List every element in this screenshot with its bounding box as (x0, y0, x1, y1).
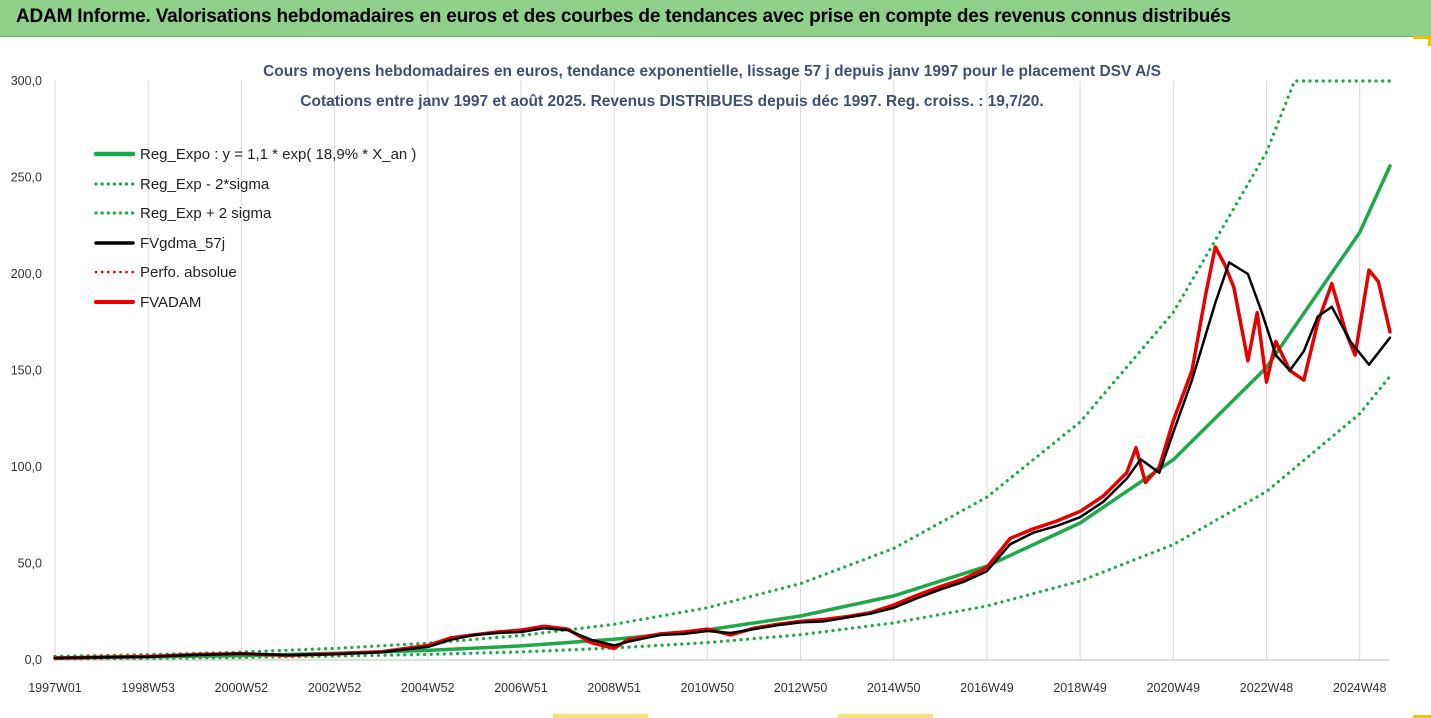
y-tick-label: 50,0 (18, 557, 42, 571)
x-tick-label: 2020W49 (1147, 681, 1201, 695)
series-line (53, 245, 1392, 660)
x-axis-ticks: 1997W01 1998W53 2000W52 2002W52 2004W52 2006W… (28, 681, 1386, 695)
y-tick-label: 300,0 (11, 74, 42, 88)
y-tick-label: 150,0 (11, 364, 42, 378)
series-lines (53, 79, 1392, 661)
x-tick-label: 1998W53 (121, 681, 175, 695)
x-tick-label: 2018W49 (1053, 681, 1107, 695)
x-tick-label: 2014W50 (867, 681, 921, 695)
legend: Reg_Expo : y = 1,1 * exp( 18,9% * X_an )… (93, 146, 416, 311)
report-title: ADAM Informe. Valorisations hebdomadaire… (16, 6, 1231, 27)
y-tick-label: 200,0 (11, 267, 42, 281)
corner-mark (553, 714, 648, 718)
chart-subtitle: Cotations entre janv 1997 et août 2025. … (300, 93, 1043, 110)
series-line (53, 261, 1392, 660)
grid-lines (54, 81, 1361, 660)
legend-label: Reg_Exp + 2 sigma (140, 205, 272, 222)
x-tick-label: 2004W52 (401, 681, 455, 695)
corner-mark (838, 714, 933, 718)
x-tick-label: 2016W49 (960, 681, 1014, 695)
series-line (53, 374, 1392, 661)
x-tick-label: 2010W50 (681, 681, 735, 695)
x-tick-label: 2022W48 (1240, 681, 1294, 695)
legend-label: Reg_Exp - 2*sigma (140, 176, 270, 193)
corner-mark (1428, 36, 1431, 46)
x-tick-label: 2024W48 (1333, 681, 1387, 695)
series-line (53, 79, 1392, 658)
y-axis-ticks: 0,0 50,0 100,0 150,0 200,0 250,0 300,0 (11, 74, 42, 667)
corner-mark (1413, 36, 1431, 39)
x-tick-label: 2000W52 (215, 681, 269, 695)
x-tick-label: 1997W01 (28, 681, 82, 695)
legend-label: Perfo. absolue (140, 264, 237, 281)
x-tick-label: 2012W50 (774, 681, 828, 695)
x-tick-label: 2006W51 (494, 681, 548, 695)
legend-label: FVgdma_57j (140, 235, 225, 252)
x-tick-label: 2008W51 (587, 681, 641, 695)
x-tick-label: 2002W52 (308, 681, 362, 695)
legend-label: Reg_Expo : y = 1,1 * exp( 18,9% * X_an ) (140, 146, 416, 163)
y-tick-label: 0,0 (25, 653, 42, 667)
legend-label: FVADAM (140, 294, 201, 311)
chart-title: Cours moyens hebdomadaires en euros, ten… (263, 63, 1161, 80)
y-tick-label: 250,0 (11, 171, 42, 185)
y-tick-label: 100,0 (11, 460, 42, 474)
series-line (53, 164, 1392, 660)
corner-mark (1413, 715, 1431, 718)
report-banner: ADAM Informe. Valorisations hebdomadaire… (0, 0, 1431, 37)
